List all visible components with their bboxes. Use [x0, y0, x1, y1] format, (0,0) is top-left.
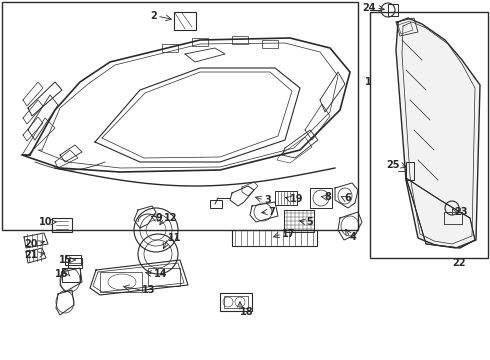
- Text: 19: 19: [290, 194, 303, 204]
- Bar: [388, 4, 398, 16]
- Bar: [284, 210, 314, 232]
- Text: 5: 5: [306, 217, 313, 227]
- Bar: [310, 188, 332, 208]
- Text: 17: 17: [282, 229, 295, 239]
- Polygon shape: [406, 178, 475, 248]
- Bar: [65, 255, 81, 265]
- Text: 10: 10: [39, 217, 52, 227]
- Text: 1: 1: [365, 77, 372, 87]
- Text: 25: 25: [387, 160, 400, 170]
- Text: 21: 21: [24, 250, 38, 260]
- Bar: [232, 230, 317, 246]
- Bar: [232, 36, 248, 44]
- Bar: [210, 200, 222, 208]
- Bar: [262, 40, 278, 48]
- Text: 24: 24: [363, 3, 376, 13]
- Bar: [52, 218, 72, 232]
- Bar: [406, 162, 414, 180]
- Bar: [2, 2, 358, 230]
- Text: 15: 15: [58, 255, 72, 265]
- Polygon shape: [396, 18, 480, 248]
- Text: 4: 4: [350, 232, 357, 242]
- Text: 7: 7: [268, 207, 275, 217]
- Text: 12: 12: [164, 213, 177, 223]
- Bar: [68, 258, 82, 268]
- Bar: [192, 38, 208, 46]
- Bar: [100, 272, 142, 292]
- Text: 6: 6: [344, 193, 351, 203]
- Text: 23: 23: [454, 207, 467, 217]
- Text: 11: 11: [168, 233, 181, 243]
- Text: 18: 18: [240, 307, 254, 317]
- Text: 2: 2: [150, 11, 157, 21]
- Text: 20: 20: [24, 239, 38, 249]
- Bar: [220, 293, 252, 311]
- Bar: [174, 12, 196, 30]
- Bar: [224, 296, 248, 308]
- Text: 3: 3: [264, 195, 271, 205]
- Bar: [162, 44, 178, 52]
- Text: 8: 8: [324, 192, 331, 202]
- Text: 16: 16: [54, 269, 68, 279]
- Bar: [275, 191, 297, 205]
- Bar: [148, 268, 180, 286]
- Text: 9: 9: [155, 213, 162, 223]
- Text: 14: 14: [154, 269, 168, 279]
- Bar: [370, 12, 488, 258]
- Bar: [444, 212, 462, 224]
- Text: 22: 22: [452, 258, 466, 268]
- Text: 13: 13: [142, 285, 155, 295]
- Bar: [62, 268, 80, 282]
